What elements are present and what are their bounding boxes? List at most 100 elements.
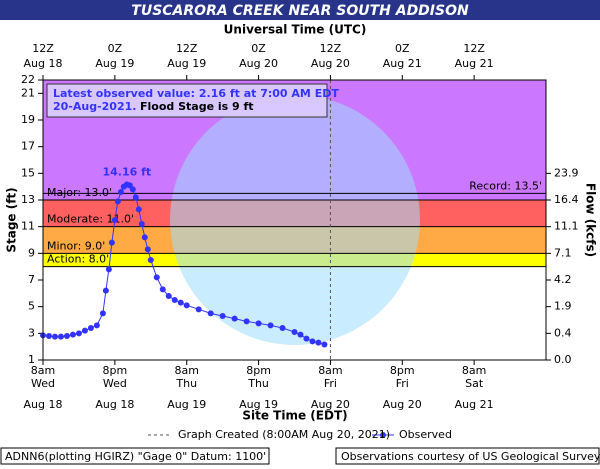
x-tick-label: 8pm xyxy=(390,364,415,377)
x-tick-date: Aug 21 xyxy=(455,398,494,411)
title-bar xyxy=(0,0,600,20)
observed-point xyxy=(243,318,250,325)
x2-tick-label: 0Z xyxy=(395,42,410,55)
y-tick-label: 15 xyxy=(21,166,35,179)
observed-point xyxy=(171,297,178,303)
x-tick-day: Thu xyxy=(175,377,197,390)
threshold-label: Minor: 9.0' xyxy=(47,239,105,252)
x2-tick-label: 12Z xyxy=(176,42,198,55)
info-line1: Latest observed value: 2.16 ft at 7:00 A… xyxy=(53,87,339,100)
plot-border xyxy=(42,79,547,361)
x2-tick-date: Aug 21 xyxy=(383,57,422,70)
x-tick-date: Aug 18 xyxy=(24,398,63,411)
legend-marker xyxy=(380,432,386,438)
y-tick-label: 22 xyxy=(21,73,35,86)
y2-tick-label: 16.4 xyxy=(554,193,579,206)
footer-right: Observations courtesy of US Geological S… xyxy=(341,450,600,463)
observed-point xyxy=(219,313,226,319)
observed-point xyxy=(165,293,172,299)
x-tick-day: Thu xyxy=(247,377,269,390)
x-tick-label: 8am xyxy=(462,364,486,377)
x-tick-date: Aug 19 xyxy=(239,398,278,411)
x2-tick-date: Aug 20 xyxy=(239,57,278,70)
y-tick-label: 7 xyxy=(28,273,35,286)
observed-point xyxy=(129,186,136,193)
y2-tick-label: 0.0 xyxy=(554,353,572,366)
x-tick-day: Fri xyxy=(396,377,409,390)
watermark xyxy=(170,95,420,345)
x2-tick-label: 12Z xyxy=(32,42,54,55)
observed-point xyxy=(45,333,52,339)
x2-tick-label: 0Z xyxy=(251,42,266,55)
x-tick-date: Aug 20 xyxy=(383,398,422,411)
observed-point xyxy=(195,306,202,313)
x-tick-date: Aug 19 xyxy=(167,398,206,411)
x-tick-day: Wed xyxy=(31,377,55,390)
observed-point xyxy=(87,325,94,331)
observed-point xyxy=(315,339,322,346)
x-tick-label: 8pm xyxy=(246,364,271,377)
y-tick-label: 3 xyxy=(28,326,35,339)
observed-point xyxy=(51,333,58,340)
observed-point xyxy=(279,325,286,331)
observed-point xyxy=(153,274,160,281)
info-box xyxy=(46,83,328,118)
x-tick-label: 8am xyxy=(318,364,342,377)
peak-label: 14.16 ft xyxy=(102,166,151,179)
chart-title: TUSCARORA CREEK NEAR SOUTH ADDISON xyxy=(131,3,469,19)
observed-point xyxy=(105,266,112,273)
x2-tick-label: 0Z xyxy=(108,42,123,55)
observed-point xyxy=(147,257,154,263)
observed-point xyxy=(117,189,124,195)
info-line2: 20-Aug-2021. xyxy=(53,100,136,113)
observed-point xyxy=(102,287,109,294)
x-tick-label: 8pm xyxy=(103,364,128,377)
y-tick-label: 13 xyxy=(21,193,35,206)
legend-label: Observed xyxy=(399,428,452,441)
threshold-label: Major: 13.0' xyxy=(47,186,112,199)
footer-left: ADNN6(plotting HGIRZ) "Gage 0" Datum: 11… xyxy=(5,450,266,463)
y-tick-label: 21 xyxy=(21,86,35,99)
x2-tick-date: Aug 18 xyxy=(24,57,63,70)
observed-point xyxy=(159,286,166,293)
observed-point xyxy=(297,331,304,338)
x-axis-title: Site Time (EDT) xyxy=(242,409,347,423)
y2-tick-label: 1.9 xyxy=(554,300,572,313)
x2-tick-date: Aug 20 xyxy=(311,57,350,70)
threshold-label: Moderate: 11.0' xyxy=(47,213,134,226)
observed-point xyxy=(75,330,82,337)
flood-stage-text: Flood Stage is 9 ft xyxy=(140,100,254,113)
y2-axis-title: Flow (kcfs) xyxy=(584,183,598,257)
observed-point xyxy=(321,341,328,348)
observed-point xyxy=(303,335,310,342)
observed-point xyxy=(207,310,214,317)
observed-point xyxy=(183,302,190,309)
x-tick-day: Fri xyxy=(324,377,337,390)
observed-point xyxy=(108,239,115,246)
x-tick-date: Aug 20 xyxy=(311,398,350,411)
y-tick-label: 9 xyxy=(28,246,35,259)
observed-point xyxy=(138,221,145,227)
observed-point xyxy=(99,310,106,317)
y2-tick-label: 7.1 xyxy=(554,246,572,259)
threshold-label: Action: 8.0' xyxy=(47,253,109,266)
y2-tick-label: 0.4 xyxy=(554,326,572,339)
observed-point xyxy=(81,327,88,334)
footer-box xyxy=(335,447,600,465)
observed-point xyxy=(69,331,76,338)
observed-point xyxy=(291,329,298,335)
x2-tick-label: 12Z xyxy=(320,42,342,55)
y2-tick-label: 11.1 xyxy=(554,220,579,233)
observed-point xyxy=(144,246,151,253)
observed-point xyxy=(114,198,121,205)
observed-point xyxy=(141,234,148,241)
observed-point xyxy=(267,322,274,329)
record-label: Record: 13.5' xyxy=(469,179,542,192)
x2-axis-title: Universal Time (UTC) xyxy=(224,23,367,37)
observed-point xyxy=(231,315,238,322)
y-tick-label: 5 xyxy=(28,300,35,313)
y-axis-title: Stage (ft) xyxy=(5,187,19,252)
x2-tick-date: Aug 19 xyxy=(95,57,134,70)
x-tick-day: Wed xyxy=(103,377,127,390)
